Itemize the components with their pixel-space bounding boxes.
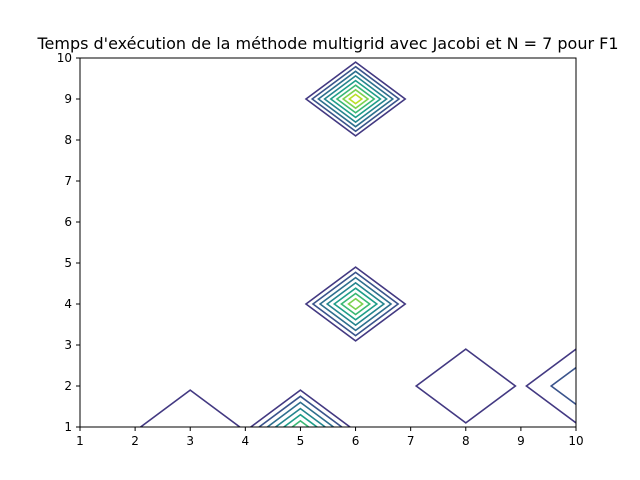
x-tick-label: 7 bbox=[407, 434, 415, 448]
contour-line bbox=[347, 297, 364, 311]
contour-line bbox=[317, 70, 395, 128]
chart-title: Temps d'exécution de la méthode multigri… bbox=[36, 34, 618, 53]
contour-line bbox=[323, 74, 388, 124]
x-tick-label: 8 bbox=[462, 434, 470, 448]
contour-line bbox=[335, 84, 376, 114]
y-tick-label: 5 bbox=[64, 256, 72, 270]
contour-line bbox=[311, 271, 400, 337]
contour-line bbox=[341, 88, 370, 110]
contour-line bbox=[329, 79, 382, 119]
contour-line bbox=[304, 61, 407, 137]
y-tick-label: 8 bbox=[64, 133, 72, 147]
contour-line bbox=[139, 389, 242, 427]
x-tick-label: 10 bbox=[568, 434, 583, 448]
x-tick-label: 3 bbox=[186, 434, 194, 448]
x-axis: 1 2 3 4 5 6 7 8 9 10 bbox=[76, 427, 584, 448]
y-tick-label: 4 bbox=[64, 297, 72, 311]
x-tick-label: 6 bbox=[352, 434, 360, 448]
x-tick-label: 9 bbox=[517, 434, 525, 448]
contour-line bbox=[257, 395, 344, 427]
contour-line bbox=[549, 366, 576, 406]
x-tick-label: 5 bbox=[297, 434, 305, 448]
contour-line bbox=[414, 348, 517, 424]
plot-frame bbox=[79, 57, 577, 428]
x-tick-label: 1 bbox=[76, 434, 84, 448]
contour-line bbox=[318, 276, 393, 332]
contour-line bbox=[249, 389, 352, 427]
contour-line bbox=[310, 65, 401, 133]
contour-line bbox=[325, 281, 386, 327]
y-axis: 1 2 3 4 5 6 7 8 9 10 bbox=[57, 51, 80, 434]
contour-lines bbox=[139, 61, 576, 427]
contour-line bbox=[348, 93, 364, 105]
contour-line bbox=[332, 287, 379, 321]
x-tick-label: 4 bbox=[242, 434, 250, 448]
y-tick-label: 1 bbox=[64, 420, 72, 434]
x-tick-label: 2 bbox=[131, 434, 139, 448]
contour-line bbox=[274, 407, 327, 427]
y-tick-label: 6 bbox=[64, 215, 72, 229]
y-tick-label: 10 bbox=[57, 51, 72, 65]
contour-line bbox=[525, 348, 576, 424]
contour-line bbox=[304, 266, 407, 342]
contour-line bbox=[290, 419, 311, 427]
y-tick-label: 3 bbox=[64, 338, 72, 352]
y-tick-label: 7 bbox=[64, 174, 72, 188]
y-tick-label: 2 bbox=[64, 379, 72, 393]
contour-line bbox=[282, 413, 319, 427]
y-tick-label: 9 bbox=[64, 92, 72, 106]
contour-line bbox=[340, 292, 372, 316]
contour-line bbox=[266, 401, 335, 427]
